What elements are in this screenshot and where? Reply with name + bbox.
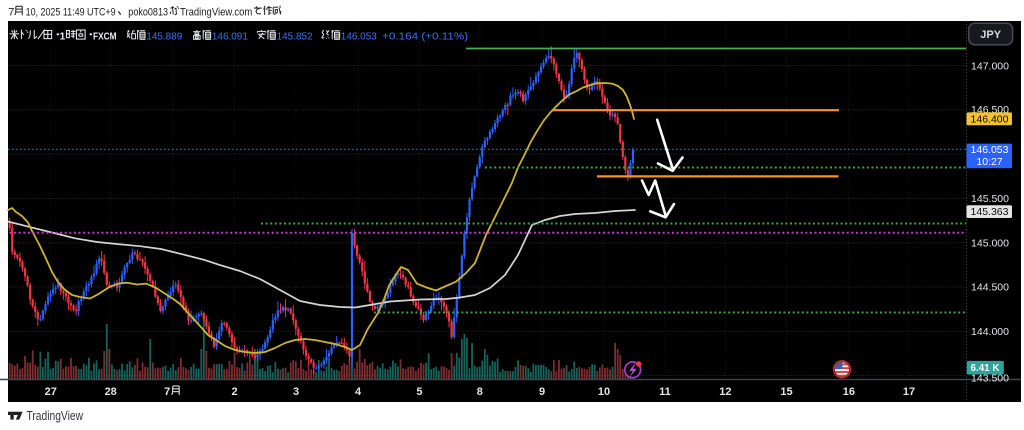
svg-text:17: 17: [903, 386, 915, 398]
svg-text:145.852: 145.852: [277, 30, 313, 42]
svg-text:7: 7: [8, 6, 14, 18]
svg-text:144.500: 144.500: [971, 282, 1009, 294]
svg-text:2: 2: [232, 386, 238, 398]
svg-text:JPY: JPY: [980, 29, 1001, 41]
svg-text:146.053: 146.053: [971, 144, 1009, 156]
svg-text:145.889: 145.889: [146, 30, 182, 42]
svg-text:9: 9: [539, 386, 545, 398]
svg-text:7: 7: [164, 386, 170, 398]
svg-text:5: 5: [416, 386, 422, 398]
svg-text:4: 4: [355, 386, 362, 398]
svg-text:146.091: 146.091: [212, 30, 248, 42]
svg-text:144.000: 144.000: [971, 326, 1009, 338]
svg-text:10: 10: [598, 386, 610, 398]
svg-text:145.363: 145.363: [971, 206, 1009, 218]
svg-text:15: 15: [780, 386, 792, 398]
svg-text:16: 16: [843, 386, 855, 398]
svg-text:10, 2025 11:49 UTC+9: 10, 2025 11:49 UTC+9: [26, 6, 116, 18]
svg-text:1: 1: [60, 30, 66, 42]
svg-text:12: 12: [719, 386, 731, 398]
svg-text:10:27: 10:27: [976, 156, 1002, 168]
svg-text:FXCM: FXCM: [93, 30, 117, 42]
svg-text:147.000: 147.000: [971, 60, 1009, 72]
svg-text:28: 28: [105, 386, 117, 398]
svg-text:146.053: 146.053: [341, 30, 377, 42]
svg-text:145.500: 145.500: [971, 193, 1009, 205]
svg-text:143.500: 143.500: [971, 372, 1009, 384]
svg-text:TradingView.com: TradingView.com: [180, 6, 252, 18]
svg-text:8: 8: [477, 386, 483, 398]
svg-text:11: 11: [659, 386, 671, 398]
svg-text:poko0813: poko0813: [128, 6, 168, 18]
svg-text:3: 3: [293, 386, 299, 398]
svg-text:+0.164 (+0.11%): +0.164 (+0.11%): [382, 30, 468, 42]
svg-text:146.400: 146.400: [971, 113, 1009, 125]
svg-text:27: 27: [45, 386, 57, 398]
svg-text:145.000: 145.000: [971, 238, 1009, 250]
svg-text:6.41 K: 6.41 K: [971, 362, 1000, 374]
svg-text:TradingView: TradingView: [27, 408, 84, 423]
